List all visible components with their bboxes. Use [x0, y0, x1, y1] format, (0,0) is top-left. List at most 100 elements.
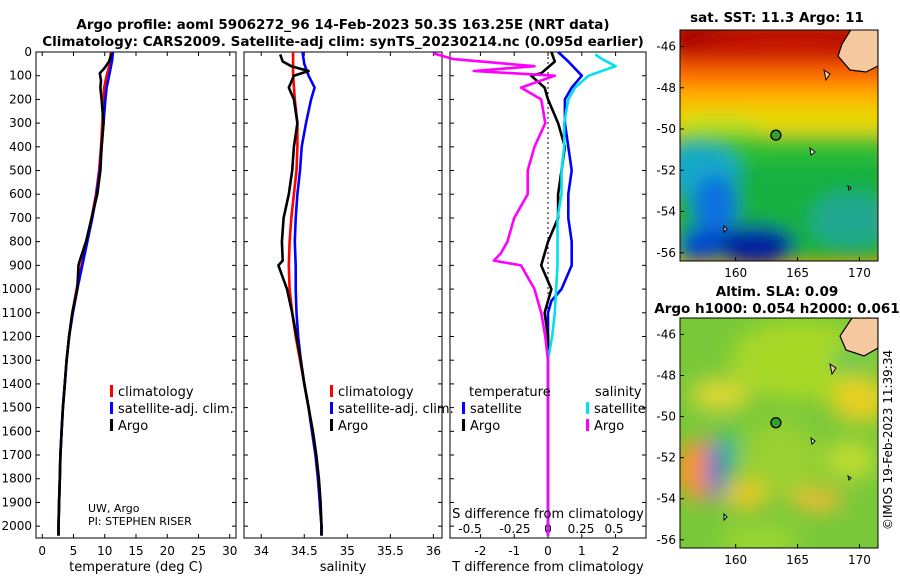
imos-watermark: ©IMOS 19-Feb-2023 11:39:34	[881, 350, 895, 530]
map-x-tick-label: 165	[786, 266, 809, 280]
legend-swatch-satellite	[330, 402, 333, 414]
legend-swatch-s-satellite	[586, 402, 589, 414]
map-y-tick-label: -48	[656, 369, 676, 383]
temperature-difference-xlabel: T difference from climatology	[451, 560, 644, 575]
legend-label-climatology: climatology	[118, 385, 194, 400]
map-y-tick-label: -56	[656, 533, 676, 547]
sla-map-title: Altim. SLA: 0.09	[716, 284, 838, 300]
salinity-panel	[243, 51, 443, 539]
legend-swatch-s-argo	[586, 419, 589, 431]
temperature-legend: climatology satellite-adj. clim. Argo	[110, 385, 234, 434]
x-tick-label: 36	[426, 544, 441, 558]
x-tick-label: 20	[160, 544, 175, 558]
legend-label-s-argo: Argo	[594, 419, 624, 434]
y-tick-label: 0	[24, 45, 32, 59]
legend-label-argo: Argo	[118, 419, 148, 434]
title-line-1: Argo profile: aoml 5906272_96 14-Feb-202…	[76, 17, 609, 33]
temperature-chart-layer: 0 5 10 15 20 25 300100200300400500600700800900…	[1, 45, 237, 558]
legend-label-t-argo: Argo	[470, 419, 500, 434]
credit-pi: PI: STEPHEN RISER	[88, 515, 192, 528]
map-y-tick-label: -56	[656, 246, 676, 260]
legend-label-satellite: satellite-adj. clim.	[118, 402, 234, 417]
x2-tick-label: 0.25	[568, 522, 595, 536]
x-tick-label: 30	[222, 544, 237, 558]
map-x-tick-label: 160	[724, 266, 747, 280]
sla-map-image	[680, 318, 878, 548]
legend-label-climatology: climatology	[338, 385, 414, 400]
series-line-argo	[57, 52, 113, 536]
x-tick-label: 15	[128, 544, 143, 558]
y-tick-label: 400	[9, 140, 32, 154]
legend-swatch-climatology	[330, 385, 333, 397]
title-line-2: Climatology: CARS2009. Satellite-adj cli…	[42, 34, 644, 50]
y-tick-label: 1800	[1, 472, 32, 486]
legend-label-argo: Argo	[338, 419, 368, 434]
y-tick-label: 1500	[1, 401, 32, 415]
x-tick-label: 34	[254, 544, 269, 558]
sst-map-frame	[679, 29, 879, 262]
x-tick-label: 0	[38, 544, 46, 558]
x-tick-label: 35	[340, 544, 355, 558]
temperature-xlabel: temperature (deg C)	[69, 560, 203, 575]
temperature-panel	[35, 51, 237, 539]
map-x-tick-label: 170	[848, 266, 871, 280]
y-tick-label: 1200	[1, 329, 32, 343]
y-tick-label: 1900	[1, 495, 32, 509]
legend-swatch-argo	[330, 419, 333, 431]
y-tick-label: 600	[9, 187, 32, 201]
legend-swatch-climatology	[110, 385, 113, 397]
y-tick-label: 300	[9, 116, 32, 130]
y-tick-label: 1600	[1, 424, 32, 438]
map-x-tick-label: 170	[848, 553, 871, 567]
x-tick-label: 35.5	[377, 544, 404, 558]
sst-map-image	[680, 30, 878, 261]
legend-label-s-satellite: satellite	[594, 402, 646, 417]
x-tick-label: 1	[578, 544, 586, 558]
argo-float-marker	[770, 129, 782, 141]
x-tick-label: 0	[544, 544, 552, 558]
map-y-tick-label: -50	[656, 122, 676, 136]
credit-institution: UW, Argo	[88, 502, 140, 515]
x-tick-label: 25	[191, 544, 206, 558]
argo-float-marker	[770, 417, 782, 429]
x-tick-label: 5	[70, 544, 78, 558]
y-tick-label: 500	[9, 164, 32, 178]
x-tick-label: -1	[508, 544, 520, 558]
series-line-salinity-argo	[432, 51, 557, 536]
legend-title-salinity: salinity	[595, 385, 642, 400]
map-y-tick-label: -48	[656, 81, 676, 95]
y-tick-label: 1400	[1, 377, 32, 391]
y-tick-label: 800	[9, 235, 32, 249]
legend-swatch-t-argo	[462, 419, 465, 431]
legend-swatch-satellite	[110, 402, 113, 414]
map-y-tick-label: -54	[656, 205, 676, 219]
sst-map-title: sat. SST: 11.3 Argo: 11	[690, 10, 864, 26]
y-tick-label: 1000	[1, 282, 32, 296]
x2-tick-label: 0.5	[604, 522, 623, 536]
y-tick-label: 1300	[1, 353, 32, 367]
x2-tick-label: -0.5	[458, 522, 481, 536]
difference-chart-layer: -2 -1 0 1 2-0.5 -0.25 0 0.25 0.5	[432, 51, 646, 558]
difference-salinity-legend: salinity satellite Argo	[586, 385, 646, 434]
series-line-argo	[277, 53, 323, 536]
legend-label-satellite: satellite-adj. clim.	[338, 402, 454, 417]
salinity-difference-xlabel: S difference from climatology	[452, 507, 644, 522]
salinity-xlabel: salinity	[320, 560, 367, 575]
y-tick-label: 1700	[1, 448, 32, 462]
map-x-tick-label: 165	[786, 553, 809, 567]
sla-map-frame	[679, 317, 879, 549]
y-tick-label: 700	[9, 211, 32, 225]
legend-label-t-satellite: satellite	[470, 402, 522, 417]
x2-tick-label: -0.25	[499, 522, 530, 536]
y-tick-label: 2000	[1, 519, 32, 533]
y-tick-label: 1100	[1, 306, 32, 320]
sla-map-subtitle: Argo h1000: 0.054 h2000: 0.061	[654, 301, 899, 317]
x-tick-label: -2	[474, 544, 486, 558]
y-tick-label: 900	[9, 258, 32, 272]
map-y-tick-label: -50	[656, 410, 676, 424]
map-y-tick-label: -54	[656, 492, 676, 506]
sla-map-axes: 160 165 170 -46 -48 -50 -52 -54 -56	[656, 327, 871, 567]
map-y-tick-label: -46	[656, 327, 676, 341]
sst-map-axes: 160 165 170 -46 -48 -50 -52 -54 -56	[656, 40, 871, 281]
